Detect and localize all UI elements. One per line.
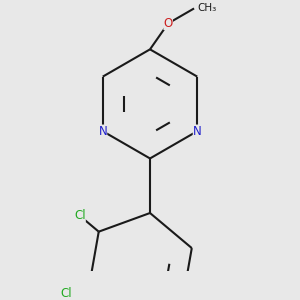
Text: N: N (193, 125, 202, 138)
Text: Cl: Cl (60, 287, 72, 300)
Text: Cl: Cl (74, 209, 86, 222)
Text: CH₃: CH₃ (197, 3, 216, 14)
Text: N: N (98, 125, 107, 138)
Text: O: O (164, 17, 173, 30)
